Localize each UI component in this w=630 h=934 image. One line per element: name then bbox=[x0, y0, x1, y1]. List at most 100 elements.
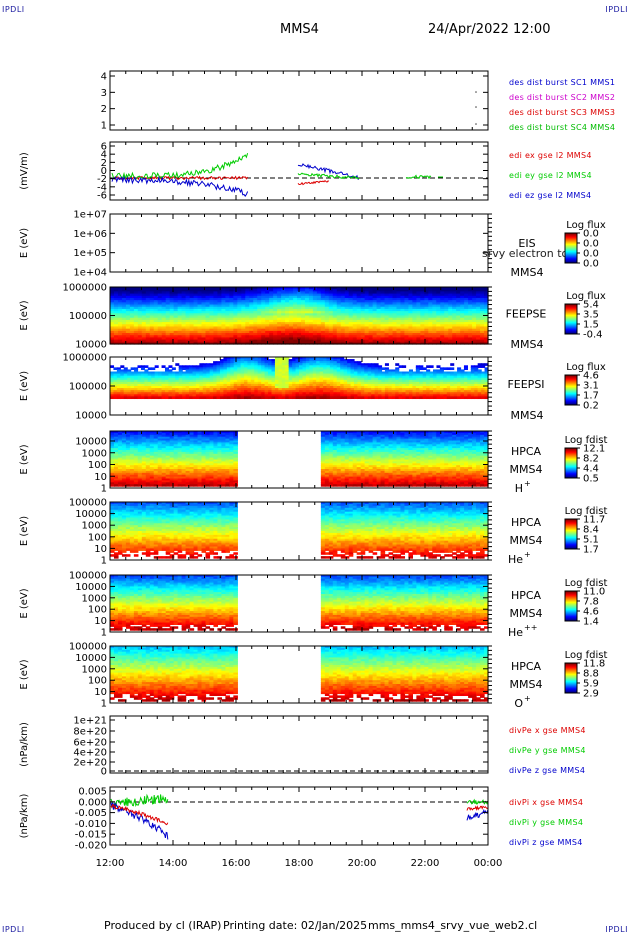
footer-produced-by: Produced by cl (IRAP) bbox=[104, 919, 222, 932]
colorbar-swatch bbox=[565, 306, 577, 308]
y-tick-label: -2 bbox=[97, 174, 107, 185]
y-axis-label: E (eV) bbox=[19, 371, 30, 401]
colorbar-swatch bbox=[565, 598, 577, 600]
colorbar-swatch bbox=[565, 613, 577, 615]
side-label-instrument: HPCA bbox=[511, 589, 542, 602]
colorbar-swatch bbox=[565, 592, 577, 594]
y-axis-label: E (eV) bbox=[19, 300, 30, 330]
legend-entry: des dist burst SC3 MMS3 bbox=[509, 108, 615, 117]
y-tick-label: 10000 bbox=[75, 437, 107, 448]
legend-entry: divPi z gse MMS4 bbox=[509, 838, 583, 847]
colorbar-swatch bbox=[565, 386, 577, 388]
colorbar-swatch bbox=[565, 538, 577, 540]
colorbar-swatch bbox=[565, 387, 577, 389]
colorbar-swatch bbox=[565, 600, 577, 602]
corner-mark-top-right: IPDLI bbox=[605, 5, 628, 14]
x-tick-label: 16:00 bbox=[222, 858, 251, 869]
colorbar-swatch bbox=[565, 663, 577, 665]
colorbar-swatch bbox=[565, 682, 577, 684]
colorbar-swatch bbox=[565, 612, 577, 614]
colorbar-title: Log fdist bbox=[565, 650, 608, 661]
colorbar-swatch bbox=[565, 528, 577, 530]
colorbar-swatch bbox=[565, 676, 577, 678]
y-tick-label: 10000 bbox=[75, 509, 107, 520]
colorbar-swatch bbox=[565, 395, 577, 397]
x-tick-label: 22:00 bbox=[411, 858, 440, 869]
y-axis-label: (mV/m) bbox=[19, 152, 30, 190]
y-tick-label: 4 bbox=[101, 72, 107, 83]
y-tick-label: 1000 bbox=[82, 664, 107, 675]
colorbar-swatch bbox=[565, 603, 577, 605]
y-axis-label: E (eV) bbox=[19, 588, 30, 618]
colorbar-swatch bbox=[565, 604, 577, 606]
colorbar-swatch bbox=[565, 610, 577, 612]
colorbar-frame bbox=[564, 518, 578, 550]
side-label-charge: + bbox=[524, 694, 531, 703]
legend-entry: des dist burst SC4 MMS4 bbox=[509, 123, 615, 132]
colorbar-swatch bbox=[565, 607, 577, 609]
y-tick-label: 1 bbox=[101, 556, 107, 567]
colorbar-swatch bbox=[565, 240, 577, 242]
y-tick-label: 1000000 bbox=[62, 353, 107, 364]
colorbar-tick-label: 4.6 bbox=[583, 607, 599, 618]
y-axis-label: E (eV) bbox=[19, 444, 30, 474]
y-axis-label: E (eV) bbox=[19, 516, 30, 546]
side-label-instrument: EIS bbox=[518, 237, 535, 250]
header-datetime: 24/Apr/2022 12:00 bbox=[428, 22, 551, 37]
colorbar-tick-label: 7.8 bbox=[583, 597, 599, 608]
colorbar-swatch bbox=[565, 259, 577, 261]
colorbar-swatch bbox=[565, 460, 577, 462]
y-tick-label: 1000 bbox=[82, 593, 107, 604]
colorbar-swatch bbox=[565, 617, 577, 619]
colorbar-swatch bbox=[565, 379, 577, 381]
colorbar-swatch bbox=[565, 667, 577, 669]
colorbar-swatch bbox=[565, 690, 577, 692]
colorbar-swatch bbox=[565, 456, 577, 458]
panel-frame bbox=[109, 141, 489, 201]
side-label-spacecraft: MMS4 bbox=[510, 678, 543, 691]
side-label-instrument: HPCA bbox=[511, 516, 542, 529]
y-tick-label: 1000 bbox=[82, 521, 107, 532]
colorbar-swatch bbox=[565, 402, 577, 404]
colorbar-swatch bbox=[565, 260, 577, 262]
colorbar-swatch bbox=[565, 520, 577, 522]
colorbar-swatch bbox=[565, 382, 577, 384]
colorbar-swatch bbox=[565, 311, 577, 313]
colorbar-swatch bbox=[565, 591, 577, 593]
colorbar-tick-label: 0.0 bbox=[583, 259, 599, 270]
colorbar-swatch bbox=[565, 462, 577, 464]
panel-feepsi: 1000000 100000 10000 E (eV) FEEPSI MMS4 Log fl… bbox=[19, 353, 606, 423]
colorbar-swatch bbox=[565, 616, 577, 618]
x-tick-label: 18:00 bbox=[285, 858, 314, 869]
colorbar-swatch bbox=[565, 317, 577, 319]
side-label-spacecraft: MMS4 bbox=[511, 409, 544, 422]
colorbar-swatch bbox=[565, 319, 577, 321]
legend-entry: des dist burst SC2 MMS2 bbox=[509, 93, 615, 102]
colorbar-swatch bbox=[565, 322, 577, 324]
colorbar-swatch bbox=[565, 459, 577, 461]
colorbar-title: Log fdist bbox=[565, 506, 608, 517]
y-tick-label: 0 bbox=[101, 166, 107, 177]
legend-entry: des dist burst SC1 MMS1 bbox=[509, 78, 615, 87]
colorbar-swatch bbox=[565, 320, 577, 322]
colorbar-swatch bbox=[565, 329, 577, 331]
panel-frame bbox=[109, 70, 489, 131]
y-tick-label: 1 bbox=[101, 699, 107, 710]
colorbar-swatch bbox=[565, 472, 577, 474]
colorbar-swatch bbox=[565, 543, 577, 545]
colorbar-swatch bbox=[565, 540, 577, 542]
colorbar-title: Log fdist bbox=[565, 435, 608, 446]
colorbar-swatch bbox=[565, 675, 577, 677]
colorbar-swatch bbox=[565, 522, 577, 524]
y-tick-label: 100000 bbox=[69, 571, 107, 582]
y-tick-label: 100000 bbox=[69, 382, 107, 393]
colorbar-swatch bbox=[565, 400, 577, 402]
colorbar-swatch bbox=[565, 605, 577, 607]
colorbar-swatch bbox=[565, 253, 577, 255]
colorbar-swatch bbox=[565, 236, 577, 238]
colorbar-tick-label: 11.0 bbox=[583, 587, 605, 598]
